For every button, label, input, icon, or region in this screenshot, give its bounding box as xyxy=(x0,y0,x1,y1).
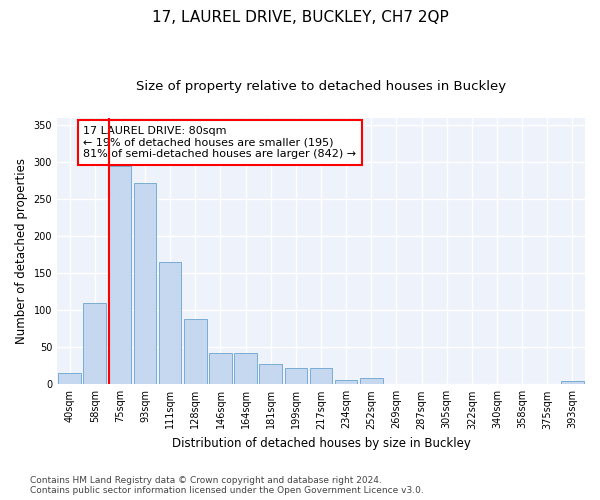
Bar xyxy=(234,353,257,384)
Bar xyxy=(109,166,131,384)
Y-axis label: Number of detached properties: Number of detached properties xyxy=(15,158,28,344)
Bar xyxy=(159,262,181,384)
Bar xyxy=(335,380,358,384)
Bar xyxy=(83,303,106,384)
Bar xyxy=(284,368,307,384)
Text: Contains HM Land Registry data © Crown copyright and database right 2024.
Contai: Contains HM Land Registry data © Crown c… xyxy=(30,476,424,495)
Bar xyxy=(184,319,206,384)
Title: Size of property relative to detached houses in Buckley: Size of property relative to detached ho… xyxy=(136,80,506,93)
Bar xyxy=(259,364,282,384)
Bar xyxy=(310,368,332,384)
Bar xyxy=(561,382,584,384)
Bar xyxy=(209,353,232,384)
Text: 17, LAUREL DRIVE, BUCKLEY, CH7 2QP: 17, LAUREL DRIVE, BUCKLEY, CH7 2QP xyxy=(152,10,448,25)
Bar xyxy=(58,373,81,384)
X-axis label: Distribution of detached houses by size in Buckley: Distribution of detached houses by size … xyxy=(172,437,470,450)
Bar xyxy=(134,183,157,384)
Text: 17 LAUREL DRIVE: 80sqm
← 19% of detached houses are smaller (195)
81% of semi-de: 17 LAUREL DRIVE: 80sqm ← 19% of detached… xyxy=(83,126,356,159)
Bar xyxy=(360,378,383,384)
